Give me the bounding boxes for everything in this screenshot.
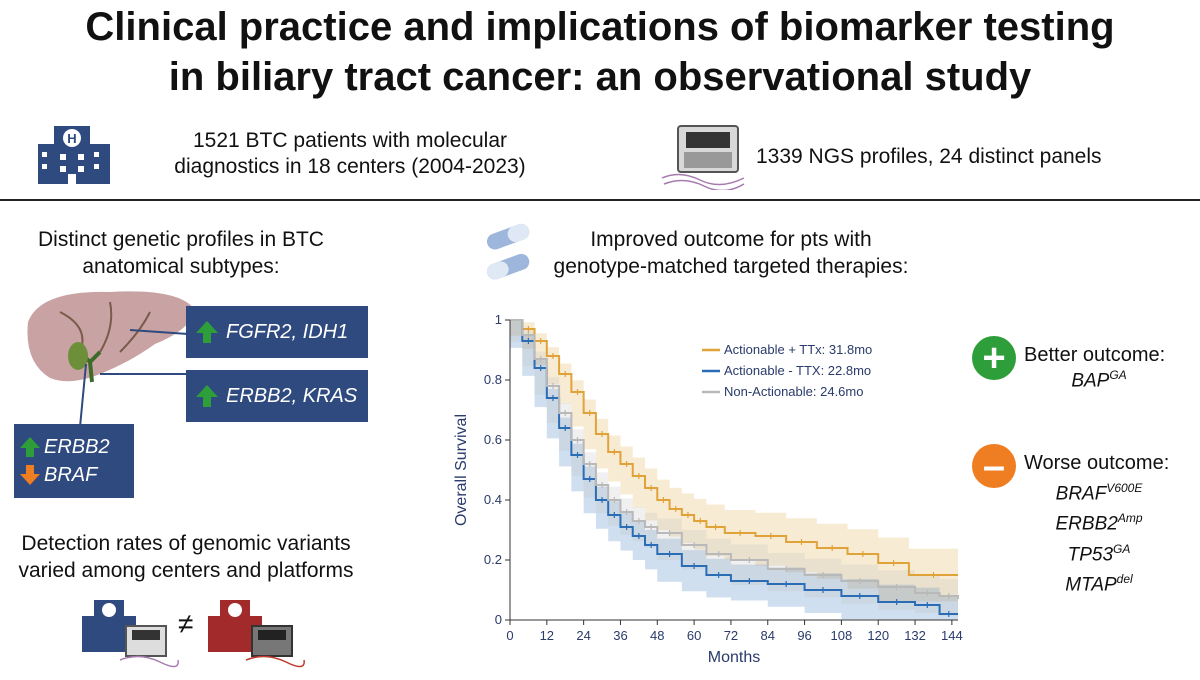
arrow-up-icon xyxy=(20,437,40,457)
hospital-icon: H xyxy=(38,126,110,184)
pills-icon xyxy=(486,223,530,280)
detection-rates-heading-line-1: Detection rates of genomic variants xyxy=(21,532,351,555)
x-tick-label: 48 xyxy=(650,628,664,643)
genetic-profiles-heading-line-1: Distinct genetic profiles in BTC xyxy=(38,228,324,251)
worse-outcome-item: BRAFV600E xyxy=(1024,476,1174,506)
hospital-sequencer-red-icon xyxy=(208,600,305,668)
box-fgfr2-idh1: FGFR2, IDH1 xyxy=(186,306,368,358)
sequencer-icon xyxy=(661,125,745,190)
title-line-2: in biliary tract cancer: an observationa… xyxy=(168,55,1032,99)
y-axis-label: Overall Survival xyxy=(453,414,470,526)
x-axis-label: Months xyxy=(708,649,760,666)
gene-name: MTAP xyxy=(1065,574,1117,596)
x-tick-label: 132 xyxy=(904,628,926,643)
gene-name: BAP xyxy=(1071,370,1110,392)
worse-outcome-list: BRAFV600E ERBB2Amp TP53GA MTAPdel xyxy=(1024,476,1174,597)
improved-outcome-heading-line-2: genotype-matched targeted therapies: xyxy=(553,255,909,278)
patients-stat-line-2: diagnostics in 18 centers (2004-2023) xyxy=(174,155,526,178)
y-tick-label: 0.8 xyxy=(484,372,502,387)
survival-chart: 0 12 24 36 48 60 72 84 96 108 120 132 144 0 0.2 0.4 0.6 0… xyxy=(453,312,963,666)
title-line-1: Clinical practice and implications of bi… xyxy=(85,5,1115,49)
y-tick-label: 0 xyxy=(495,612,502,627)
page-title: Clinical practice and implications of bi… xyxy=(0,2,1200,102)
box-erbb2-braf: ERBB2 BRAF xyxy=(14,424,134,498)
patients-stat-line-1: 1521 BTC patients with molecular xyxy=(193,129,507,152)
alteration-type: del xyxy=(1116,571,1133,586)
worse-outcome-item: ERBB2Amp xyxy=(1024,506,1174,536)
x-tick-label: 84 xyxy=(761,628,775,643)
x-tick-label: 108 xyxy=(831,628,853,643)
x-tick-label: 24 xyxy=(576,628,590,643)
survival-curve xyxy=(510,319,958,576)
x-tick-label: 60 xyxy=(687,628,701,643)
alteration-type: GA xyxy=(1109,368,1127,382)
x-tick-label: 96 xyxy=(797,628,811,643)
arrow-up-icon xyxy=(196,385,218,407)
detection-rates-heading: Detection rates of genomic variants vari… xyxy=(6,530,366,584)
worse-outcome-item: MTAPdel xyxy=(1024,567,1174,597)
y-tick-label: 1 xyxy=(495,312,502,327)
better-outcome-title: Better outcome: xyxy=(1024,344,1166,366)
x-tick-label: 36 xyxy=(613,628,627,643)
braf-row: BRAF xyxy=(14,463,97,487)
erbb2-label: ERBB2 xyxy=(44,435,110,458)
gene-name: TP53 xyxy=(1067,543,1114,565)
box-erbb2-kras-label: ERBB2, KRAS xyxy=(226,384,358,407)
improved-outcome-heading: Improved outcome for pts with genotype-m… xyxy=(546,226,916,280)
liver-illustration xyxy=(27,291,195,428)
x-tick-label: 12 xyxy=(540,628,554,643)
gene-name: BRAF xyxy=(1055,483,1107,505)
confidence-band xyxy=(510,320,958,602)
plus-icon: + xyxy=(972,336,1016,380)
legend-entry: Non-Actionable: 24.6mo xyxy=(724,384,863,399)
alteration-type: V600E xyxy=(1106,481,1143,495)
better-outcome-item: BAPGA xyxy=(1024,368,1174,392)
genetic-profiles-heading: Distinct genetic profiles in BTC anatomi… xyxy=(6,226,356,280)
x-tick-label: 144 xyxy=(941,628,963,643)
detection-rates-heading-line-2: varied among centers and platforms xyxy=(18,559,354,582)
genetic-profiles-heading-line-2: anatomical subtypes: xyxy=(82,255,280,278)
minus-icon: – xyxy=(972,444,1016,488)
gene-name: ERBB2 xyxy=(1055,513,1118,535)
legend-entry: Actionable + TTx: 31.8mo xyxy=(724,342,872,357)
box-fgfr2-idh1-label: FGFR2, IDH1 xyxy=(226,320,349,343)
x-tick-label: 120 xyxy=(867,628,889,643)
svg-text:H: H xyxy=(67,131,76,146)
hospital-sequencer-blue-icon xyxy=(82,600,179,668)
arrow-down-icon xyxy=(20,465,40,485)
y-tick-label: 0.6 xyxy=(484,432,502,447)
y-tick-label: 0.2 xyxy=(484,552,502,567)
legend-entry: Actionable - TTX: 22.8mo xyxy=(724,363,871,378)
alteration-type: Amp xyxy=(1117,511,1143,526)
improved-outcome-heading-line-1: Improved outcome for pts with xyxy=(590,228,872,251)
better-outcome-list: BAPGA xyxy=(1024,368,1174,392)
worse-outcome-item: TP53GA xyxy=(1024,537,1174,567)
not-equal-sign: ≠ xyxy=(178,608,194,639)
braf-label: BRAF xyxy=(44,463,98,486)
worse-outcome-title: Worse outcome: xyxy=(1024,452,1170,474)
y-tick-label: 0.4 xyxy=(484,492,502,507)
ngs-stat: 1339 NGS profiles, 24 distinct panels xyxy=(756,145,1102,168)
x-tick-label: 72 xyxy=(724,628,738,643)
survival-curve xyxy=(510,319,959,599)
section-divider xyxy=(0,199,1200,201)
alteration-type: GA xyxy=(1113,541,1131,556)
box-erbb2-kras: ERBB2, KRAS xyxy=(186,370,368,422)
patients-stat: 1521 BTC patients with molecular diagnos… xyxy=(150,128,550,180)
arrow-up-icon xyxy=(196,321,218,343)
erbb2-row: ERBB2 xyxy=(14,435,110,459)
x-tick-label: 0 xyxy=(506,628,513,643)
confidence-band xyxy=(510,320,958,620)
